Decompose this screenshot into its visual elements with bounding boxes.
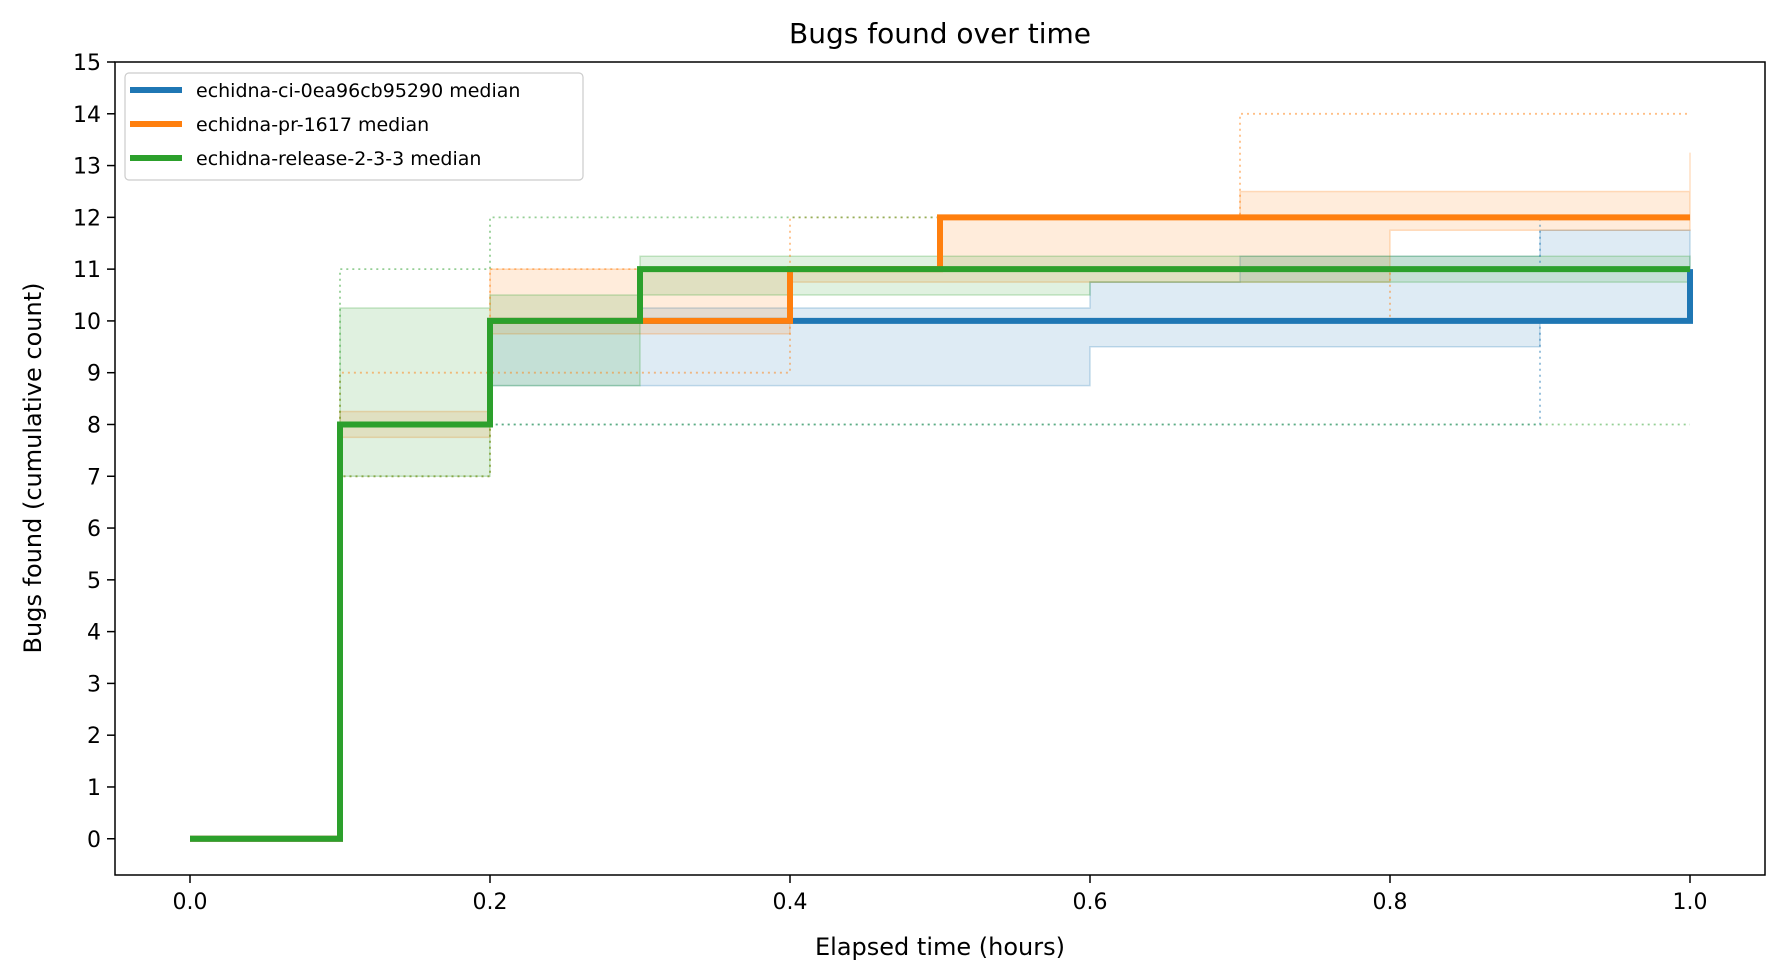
y-tick-label: 11 bbox=[73, 258, 101, 283]
chart-title: Bugs found over time bbox=[789, 17, 1091, 50]
y-tick-label: 7 bbox=[87, 465, 101, 490]
y-tick-label: 9 bbox=[87, 362, 101, 387]
x-tick-label: 0.4 bbox=[773, 890, 808, 915]
x-axis: 0.0 0.2 0.4 0.6 0.8 1.0 bbox=[173, 875, 1708, 915]
x-tick-label: 1.0 bbox=[1673, 890, 1708, 915]
x-axis-label: Elapsed time (hours) bbox=[815, 933, 1065, 961]
x-tick-label: 0.0 bbox=[173, 890, 208, 915]
x-tick-label: 0.2 bbox=[473, 890, 508, 915]
y-tick-label: 13 bbox=[73, 155, 101, 180]
y-tick-label: 8 bbox=[87, 413, 101, 438]
y-tick-label: 12 bbox=[73, 206, 101, 231]
legend-entry-1: echidna-pr-1617 median bbox=[196, 114, 429, 136]
y-tick-label: 0 bbox=[87, 828, 101, 853]
y-tick-label: 6 bbox=[87, 517, 101, 542]
min-line-series-2 bbox=[190, 423, 1690, 840]
legend-entry-2: echidna-release-2-3-3 median bbox=[196, 148, 481, 170]
legend-box bbox=[124, 72, 584, 181]
y-tick-label: 10 bbox=[73, 310, 101, 335]
y-tick-label: 1 bbox=[87, 776, 101, 801]
median-line-series-2 bbox=[190, 266, 1690, 842]
y-tick-label: 2 bbox=[87, 724, 101, 749]
legend: echidna-ci-0ea96cb95290 median echidna-pr… bbox=[124, 72, 584, 181]
plot-frame bbox=[114, 61, 1766, 876]
plot-area bbox=[190, 112, 1693, 842]
x-tick-label: 0.8 bbox=[1373, 890, 1408, 915]
y-tick-label: 5 bbox=[87, 569, 101, 594]
y-tick-label: 3 bbox=[87, 672, 101, 697]
y-tick-label: 14 bbox=[73, 103, 101, 128]
y-tick-label: 4 bbox=[87, 621, 101, 646]
y-axis-label: Bugs found (cumulative count) bbox=[19, 283, 47, 654]
max-line-series-1 bbox=[190, 112, 1690, 840]
x-tick-label: 0.6 bbox=[1073, 890, 1108, 915]
legend-entry-0: echidna-ci-0ea96cb95290 median bbox=[196, 80, 520, 102]
y-tick-label: 15 bbox=[73, 51, 101, 76]
